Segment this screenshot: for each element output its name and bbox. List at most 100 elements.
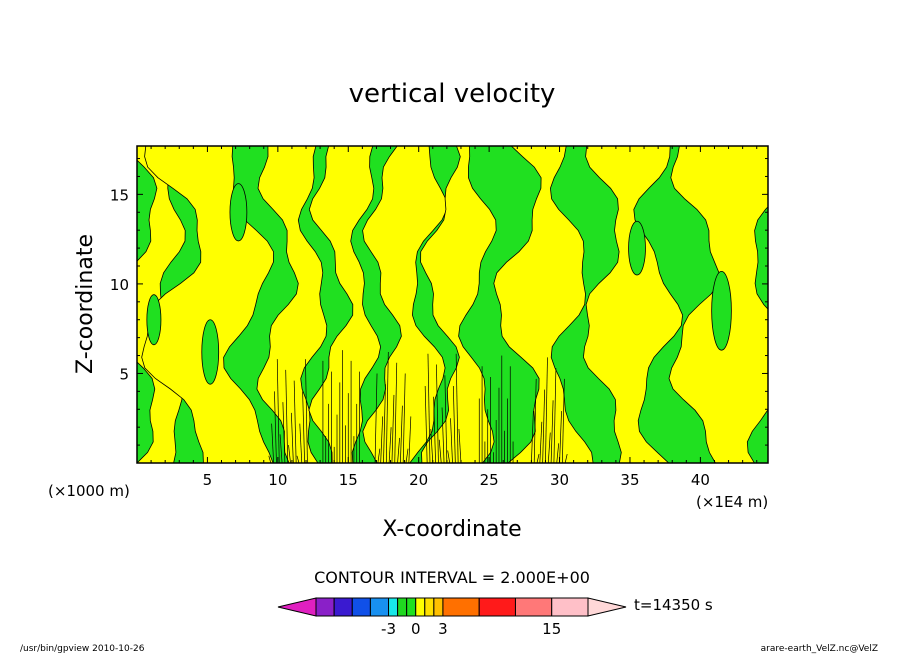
contour-field <box>137 146 768 463</box>
convective-streak <box>305 359 308 463</box>
convective-streak <box>536 453 540 463</box>
colorbar-bin <box>514 597 553 617</box>
updraft-region <box>256 146 328 463</box>
x-tick-label: 35 <box>620 471 639 489</box>
footer-left: /usr/bin/gpview 2010-10-26 <box>20 644 145 654</box>
convective-streak <box>559 411 562 463</box>
chart-title: vertical velocity <box>349 79 556 109</box>
colorbar-bin <box>351 597 371 617</box>
convective-streak <box>383 384 386 463</box>
convective-streak <box>447 450 451 463</box>
convective-streak <box>285 369 289 463</box>
convective-streak <box>402 373 406 463</box>
plot-frame <box>136 145 769 464</box>
convective-streak <box>388 427 392 463</box>
convective-streak <box>547 432 551 463</box>
convective-streak <box>400 405 403 463</box>
downdraft-cell <box>628 220 646 276</box>
colorbar <box>277 597 627 617</box>
y-tick-label: 10 <box>110 276 129 294</box>
y-axis-ticks: 5 10 15 <box>110 158 768 446</box>
convective-streak <box>374 373 378 463</box>
convective-streak <box>274 391 277 463</box>
convective-streak <box>556 443 560 463</box>
x-tick-label: 30 <box>550 471 569 489</box>
y-tick-label: 5 <box>119 365 129 383</box>
convective-streak <box>397 437 400 463</box>
convective-streak <box>533 378 537 463</box>
x-unit-label: (×1E4 m) <box>696 493 768 511</box>
colorbar-bin <box>388 597 399 617</box>
colorbar-bin <box>478 597 516 617</box>
convective-streak <box>293 380 297 463</box>
colorbar-upper-extension <box>587 597 627 617</box>
convective-streak <box>455 353 459 463</box>
convective-streak <box>299 423 303 463</box>
colorbar-labels: -3 0 3 15 <box>381 620 561 638</box>
colorbar-bin <box>333 597 353 617</box>
convective-streak <box>550 400 554 463</box>
convective-streak <box>539 421 543 463</box>
y-tick-label: 15 <box>110 186 129 204</box>
x-axis-label: X-coordinate <box>382 517 521 542</box>
footer-right: arare-earth_VelZ.nc@VelZ <box>761 644 878 654</box>
updraft-region <box>493 146 594 463</box>
convective-streak <box>427 353 431 463</box>
convective-streak <box>282 402 286 463</box>
y-axis-label: Z-coordinate <box>73 234 98 374</box>
colorbar-tick-label: 15 <box>542 620 561 638</box>
convective-streak <box>531 411 534 463</box>
convective-streak <box>302 391 305 463</box>
convective-streak <box>385 351 389 463</box>
convective-streak <box>288 445 291 463</box>
downdraft-cell <box>711 270 732 351</box>
downdraft-cell <box>146 294 162 346</box>
convective-streak <box>553 368 557 463</box>
updraft-region <box>420 146 497 463</box>
convective-streak <box>458 428 462 463</box>
downdraft-cell <box>229 183 248 242</box>
convective-streak <box>279 434 283 463</box>
convective-streak <box>562 378 565 463</box>
colorbar-bin <box>424 597 435 617</box>
convective-streak <box>545 357 548 463</box>
convective-streak <box>377 448 381 463</box>
convective-streak <box>380 416 384 463</box>
convective-streak <box>405 448 409 463</box>
colorbar-tick-label: 0 <box>411 620 421 638</box>
colorbar-bin <box>397 597 408 617</box>
x-tick-label: 20 <box>409 471 428 489</box>
colorbar-bin <box>551 597 589 617</box>
time-label: t=14350 s <box>634 596 713 614</box>
x-tick-label: 40 <box>691 471 710 489</box>
x-tick-label: 25 <box>480 471 499 489</box>
colorbar-bin <box>433 597 444 617</box>
colorbar-bin <box>442 597 480 617</box>
colorbar-bin <box>415 597 426 617</box>
convective-streak <box>271 423 274 463</box>
convective-streak <box>296 455 300 463</box>
convective-streak <box>452 385 456 463</box>
x-tick-label: 15 <box>339 471 358 489</box>
convective-streak <box>394 362 398 463</box>
convective-streak <box>424 385 428 463</box>
updraft-region <box>582 146 684 463</box>
convective-streak <box>564 453 568 463</box>
convective-streak <box>268 455 272 463</box>
convective-streak <box>433 396 436 463</box>
convective-streak <box>290 412 294 463</box>
convective-streak <box>408 416 412 463</box>
colorbar-bin <box>406 597 417 617</box>
updraft-region <box>308 146 382 463</box>
colorbar-tick-label: -3 <box>381 620 396 638</box>
convective-streak <box>444 375 448 463</box>
convective-streak <box>430 428 434 463</box>
x-axis-ticks: 5 10 15 20 25 30 35 40 <box>150 146 758 489</box>
updraft-region <box>362 146 448 463</box>
colorbar-bin <box>315 597 335 617</box>
colorbar-tick-label: 3 <box>438 620 448 638</box>
x-tick-label: 5 <box>203 471 213 489</box>
convective-streak <box>276 359 280 463</box>
colorbar-bin <box>369 597 390 617</box>
contour-interval-label: CONTOUR INTERVAL = 2.000E+00 <box>314 568 590 587</box>
